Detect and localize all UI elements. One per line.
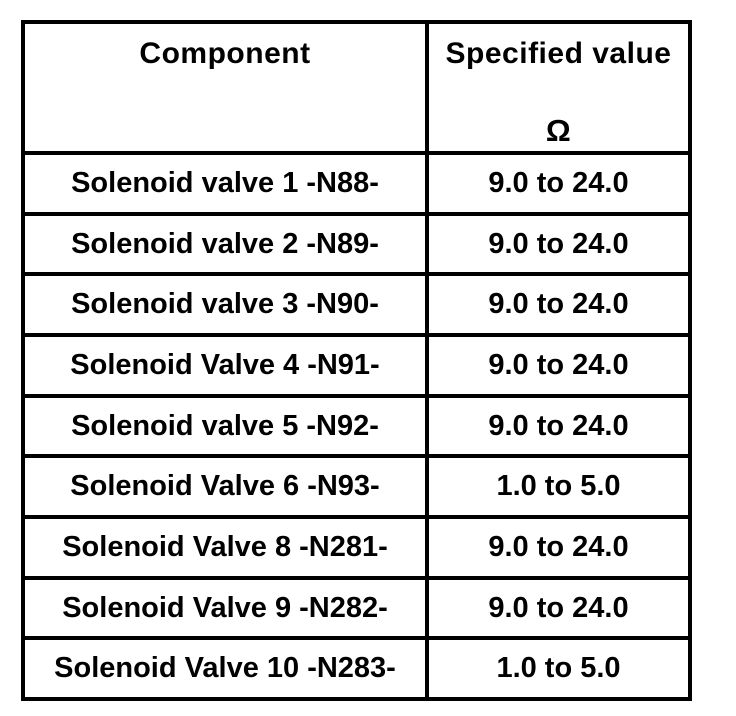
value-cell: 9.0 to 24.0 [425,397,688,455]
table-row: Solenoid valve 3 -N90- 9.0 to 24.0 [25,276,688,338]
table-row: Solenoid Valve 8 -N281- 9.0 to 24.0 [25,519,688,580]
value-cell: 9.0 to 24.0 [425,155,688,212]
component-cell: Solenoid valve 5 -N92- [71,409,379,442]
value-cell: 1.0 to 5.0 [425,458,688,516]
component-cell: Solenoid valve 1 -N88- [71,166,379,199]
header-component-label: Component [139,37,311,70]
table-row: Solenoid Valve 6 -N93- 1.0 to 5.0 [25,458,688,520]
value-cell: 1.0 to 5.0 [425,640,688,698]
value-cell: 9.0 to 24.0 [425,276,688,334]
header-specified-value: Specified value Ω [425,24,688,151]
component-cell: Solenoid Valve 10 -N283- [54,652,396,685]
component-cell: Solenoid Valve 8 -N281- [62,530,388,563]
component-cell: Solenoid Valve 9 -N282- [62,591,388,624]
table-header-row: Component Specified value Ω [25,24,688,155]
header-component: Component [25,24,425,151]
table-row: Solenoid valve 5 -N92- 9.0 to 24.0 [25,397,688,459]
component-cell: Solenoid Valve 6 -N93- [70,470,380,503]
component-cell: Solenoid valve 3 -N90- [71,288,379,321]
component-cell: Solenoid Valve 4 -N91- [70,348,380,381]
header-specified-value-label: Specified value [445,37,672,70]
ohm-unit-symbol: Ω [545,113,572,148]
value-cell: 9.0 to 24.0 [425,579,688,637]
table-row: Solenoid Valve 4 -N91- 9.0 to 24.0 [25,337,688,398]
value-cell: 9.0 to 24.0 [425,215,688,273]
value-cell: 9.0 to 24.0 [425,337,688,394]
component-cell: Solenoid valve 2 -N89- [71,227,379,260]
table-row: Solenoid Valve 10 -N283- 1.0 to 5.0 [25,640,688,698]
table-row: Solenoid Valve 9 -N282- 9.0 to 24.0 [25,579,688,641]
table-row: Solenoid valve 2 -N89- 9.0 to 24.0 [25,215,688,277]
table-row: Solenoid valve 1 -N88- 9.0 to 24.0 [25,155,688,216]
value-cell: 9.0 to 24.0 [425,519,688,576]
specified-values-table: Component Specified value Ω Solenoid val… [21,20,692,701]
